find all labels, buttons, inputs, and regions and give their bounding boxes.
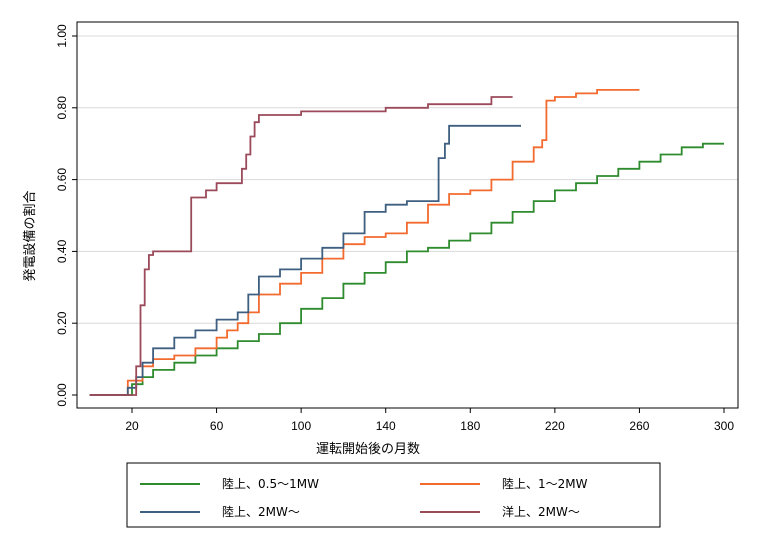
- legend-label: 洋上、2MW〜: [502, 504, 580, 519]
- y-tick-label: 0.00: [55, 383, 69, 407]
- legend-label: 陸上、2MW〜: [222, 505, 300, 519]
- y-tick-label: 0.20: [55, 311, 69, 335]
- x-tick-label: 140: [376, 419, 396, 433]
- series-line-4: [89, 96, 513, 396]
- x-tick-label: 220: [545, 419, 565, 433]
- legend-box: [126, 462, 661, 528]
- y-tick-label: 0.40: [55, 239, 69, 263]
- y-tick-label: 0.60: [55, 168, 69, 192]
- x-axis-title: 運転開始後の月数: [316, 442, 420, 457]
- x-tick-label: 20: [125, 419, 139, 433]
- plot-area-frame: [76, 21, 739, 409]
- y-tick-label: 0.80: [55, 96, 69, 120]
- y-axis: 0.00 0.20 0.40 0.60 0.80 1.00: [55, 24, 77, 407]
- series-line-1: [89, 142, 724, 396]
- legend: 陸上、0.5〜1MW 陸上、1〜2MW 陸上、2MW〜 洋上、2MW〜: [126, 462, 661, 528]
- x-axis: 20 60 100 140 180 220 260 300: [125, 408, 734, 433]
- y-axis-title: 発電設備の割合: [22, 190, 38, 281]
- x-tick-label: 180: [460, 419, 480, 433]
- x-tick-label: 60: [210, 419, 224, 433]
- legend-label: 陸上、0.5〜1MW: [222, 477, 319, 491]
- series-line-3: [89, 124, 521, 396]
- legend-label: 陸上、1〜2MW: [502, 477, 588, 491]
- legend-entries: 陸上、0.5〜1MW 陸上、1〜2MW 陸上、2MW〜 洋上、2MW〜: [140, 477, 588, 519]
- series-layer: [89, 89, 724, 396]
- x-tick-label: 100: [291, 419, 311, 433]
- x-tick-label: 260: [629, 419, 649, 433]
- y-tick-label: 1.00: [55, 24, 69, 48]
- x-tick-label: 300: [714, 419, 734, 433]
